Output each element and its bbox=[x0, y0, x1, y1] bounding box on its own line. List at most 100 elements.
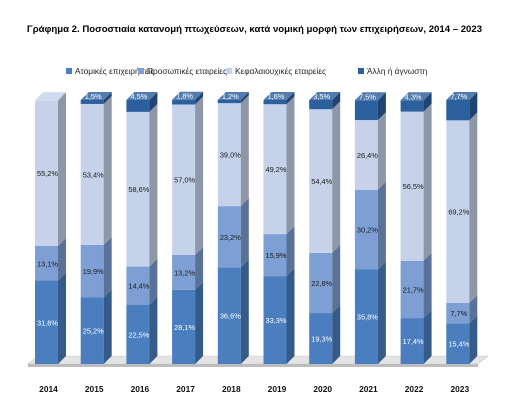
bar-top-cap bbox=[446, 92, 478, 100]
bar-segment bbox=[126, 266, 150, 305]
bar-segment bbox=[400, 318, 424, 364]
data-label: 58,6% bbox=[128, 185, 149, 194]
bar-segment-side bbox=[149, 258, 158, 305]
bar-segment bbox=[126, 304, 150, 364]
bar-segment-side bbox=[332, 244, 341, 314]
data-label: 13,1% bbox=[37, 259, 58, 268]
bar-top-cap bbox=[126, 92, 158, 100]
bar-group-2022: 17,4% 21,7% 56,5% 4,3% bbox=[400, 92, 432, 364]
legend-swatch bbox=[358, 68, 364, 74]
data-label: 22,5% bbox=[128, 330, 149, 339]
bar-segment-side bbox=[103, 289, 112, 364]
data-label: 55,2% bbox=[37, 169, 58, 178]
data-label: 21,7% bbox=[403, 285, 424, 294]
bar-segment-side bbox=[195, 96, 204, 255]
bar-top-cap bbox=[309, 92, 341, 100]
bar-segment bbox=[263, 100, 287, 105]
bar-segment-side bbox=[195, 281, 204, 364]
bar-segment-side bbox=[423, 103, 432, 261]
data-label: 7,5% bbox=[359, 92, 376, 101]
bar-segment-side bbox=[332, 305, 341, 364]
bar-group-2017: 28,1% 13,2% 57,0% 1,8% bbox=[172, 91, 204, 364]
data-label: 4,5% bbox=[130, 92, 147, 101]
bar-segment-side bbox=[58, 237, 66, 281]
bar-segment-side bbox=[286, 268, 295, 364]
bar-segment-side bbox=[58, 272, 66, 364]
bar-segment bbox=[309, 313, 333, 364]
bar-segment-side bbox=[332, 101, 341, 253]
x-tick-label: 2014 bbox=[39, 384, 58, 394]
bar-segment bbox=[400, 260, 424, 319]
x-tick-label: 2022 bbox=[405, 384, 424, 394]
x-tick-label: 2016 bbox=[131, 384, 150, 394]
bar-segment-side bbox=[423, 310, 432, 364]
data-label: 3,5% bbox=[313, 92, 330, 101]
x-tick-label: 2018 bbox=[222, 384, 241, 394]
legend-label: Ατομικές επιχειρήσεις bbox=[75, 66, 154, 76]
bar-segment-side bbox=[195, 246, 204, 290]
legend-swatch bbox=[66, 68, 72, 74]
legend-label: Άλλη ή άγνωστη bbox=[367, 66, 428, 76]
bar-segment bbox=[354, 100, 378, 121]
data-label: 7,7% bbox=[450, 92, 467, 101]
bar-group-2020: 19,3% 22,8% 54,4% 3,5% bbox=[309, 92, 341, 364]
chart-floor-edge bbox=[28, 364, 478, 367]
data-label: 14,4% bbox=[128, 282, 149, 291]
data-label: 33,3% bbox=[266, 316, 287, 325]
data-label: 19,3% bbox=[311, 335, 332, 344]
data-label: 56,5% bbox=[403, 182, 424, 191]
bar-segment bbox=[263, 104, 287, 235]
data-label: 23,2% bbox=[220, 233, 241, 242]
bar-segment-side bbox=[103, 92, 112, 104]
bar-segment-side bbox=[286, 92, 295, 105]
bar-segment bbox=[263, 234, 287, 277]
data-label: 17,4% bbox=[403, 337, 424, 346]
bar-segment bbox=[80, 297, 104, 364]
data-label: 31,6% bbox=[37, 318, 58, 327]
data-label: 28,1% bbox=[174, 323, 195, 332]
data-label: 15,4% bbox=[448, 340, 469, 349]
bar-segment bbox=[172, 104, 196, 255]
bar-segment bbox=[400, 111, 424, 261]
bar-segment bbox=[309, 100, 333, 110]
bar-segment bbox=[172, 99, 196, 105]
bar-segment bbox=[446, 323, 470, 364]
legend-swatch bbox=[226, 68, 232, 74]
bar-segment bbox=[80, 103, 104, 245]
bar-segment bbox=[354, 269, 378, 364]
data-label: 1,5% bbox=[85, 92, 102, 101]
bar-segment bbox=[217, 267, 241, 364]
bar-segment-side bbox=[377, 92, 386, 121]
data-label: 26,4% bbox=[357, 151, 378, 160]
data-label: 13,2% bbox=[174, 268, 195, 277]
legend-label: Κεφαλαιουχικές εταιρείες bbox=[235, 66, 326, 76]
bar-segment-side bbox=[103, 236, 112, 298]
bar-segment bbox=[446, 303, 470, 324]
bar-segment-side bbox=[149, 296, 158, 364]
x-tick-label: 2019 bbox=[268, 384, 287, 394]
data-label: 53,4% bbox=[83, 170, 104, 179]
data-label: 1,2% bbox=[222, 92, 239, 101]
bar-segment-side bbox=[377, 112, 386, 190]
x-tick-label: 2023 bbox=[450, 384, 469, 394]
legend-label: Προσωπικές εταιρείες bbox=[147, 66, 227, 76]
bar-segment-side bbox=[149, 92, 158, 112]
bar-top-cap bbox=[172, 91, 204, 100]
bar-group-2018: 36,6% 23,2% 39,0% 1,2% bbox=[217, 92, 249, 364]
bar-segment bbox=[400, 100, 424, 112]
bar-group-2016: 22,5% 14,4% 58,6% 4,5% bbox=[126, 92, 158, 364]
bar-top-cap bbox=[35, 92, 66, 101]
bar-segment-side bbox=[103, 95, 112, 245]
bar-segment-side bbox=[377, 181, 386, 270]
chart-title: Γράφημα 2. Ποσοστιαία κατανομή πτωχεύσεω… bbox=[26, 24, 483, 35]
data-label: 19,9% bbox=[83, 267, 104, 276]
bar-segment-side bbox=[240, 198, 249, 268]
bar-segment-side bbox=[149, 103, 158, 267]
bar-segment bbox=[172, 254, 196, 290]
bar-segment bbox=[172, 289, 196, 364]
data-label: 30,2% bbox=[357, 226, 378, 235]
bar-segment-side bbox=[240, 92, 249, 104]
data-label: 39,0% bbox=[220, 151, 241, 160]
